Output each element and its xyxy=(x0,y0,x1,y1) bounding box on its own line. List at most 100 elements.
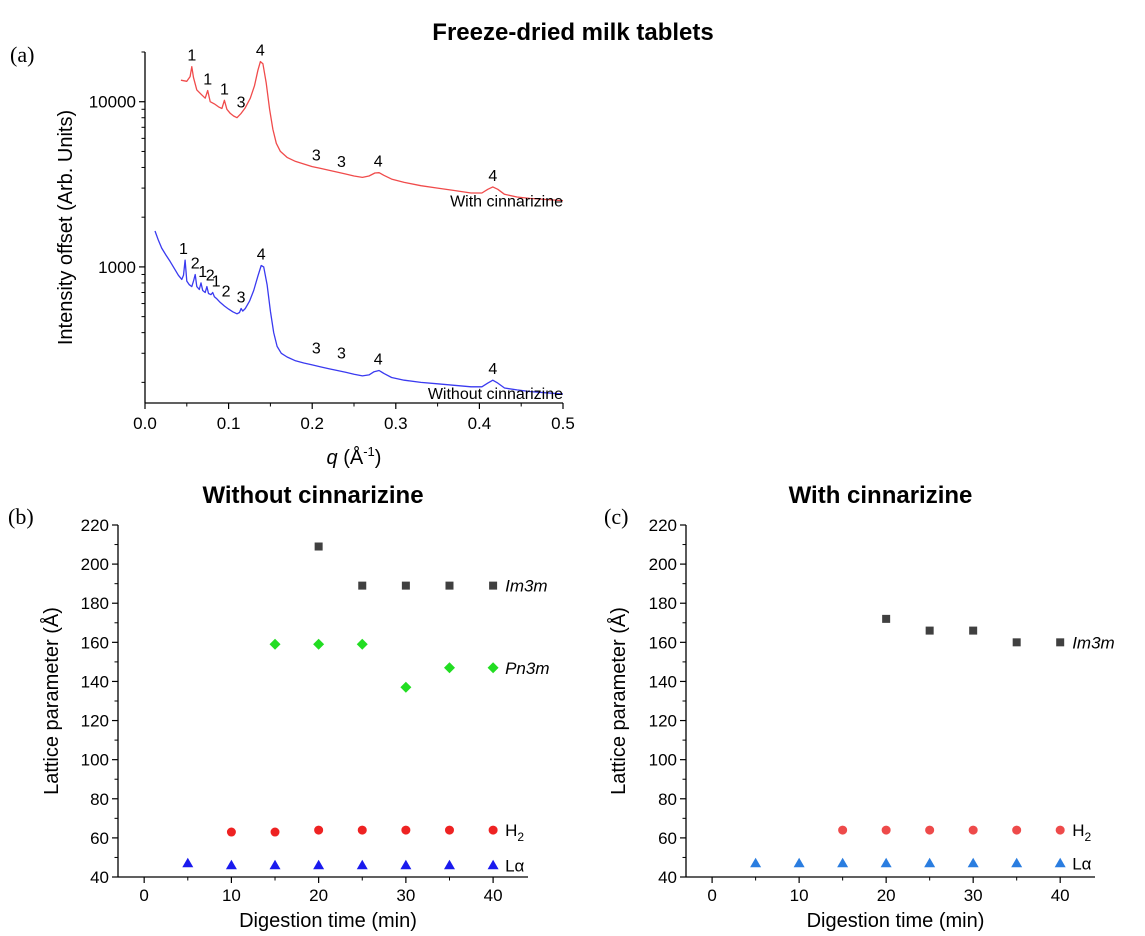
peak-label: 1 xyxy=(198,264,207,281)
series-label-name: Lα xyxy=(1072,854,1091,873)
panel-label: (a) xyxy=(10,42,34,67)
peak-label: 2 xyxy=(191,255,200,272)
panel-b: (b) Without cinnarizine 0 10 20 30 40 40 60 80 100… xyxy=(8,482,550,932)
series-label: H2 xyxy=(505,821,524,844)
data-point-circle xyxy=(401,825,411,835)
y-axis-label: Lattice parameter (Å) xyxy=(607,607,630,795)
peak-label: 3 xyxy=(337,154,346,171)
data-point-diamond xyxy=(443,662,455,674)
x-tick-label: 10 xyxy=(790,886,809,905)
data-point-triangle xyxy=(967,857,979,868)
x-tick-label: 0.4 xyxy=(468,414,492,433)
y-axis-label: Lattice parameter (Å) xyxy=(40,607,63,795)
data-point-circle xyxy=(314,825,324,835)
peak-label: 3 xyxy=(337,346,346,363)
data-point-square xyxy=(1012,638,1021,647)
peak-label: 3 xyxy=(312,341,321,358)
x-tick-label: 10 xyxy=(222,886,241,905)
x-tick-label: 0.5 xyxy=(551,414,575,433)
y-tick-label: 200 xyxy=(649,555,677,574)
x-tick-label: 0.0 xyxy=(133,414,157,433)
x-tick-label: 30 xyxy=(396,886,415,905)
series-label-name: Pn3m xyxy=(505,659,549,678)
x-tick-label: 30 xyxy=(964,886,983,905)
y-tick-label: 80 xyxy=(658,790,677,809)
series-label-name: H xyxy=(505,821,517,840)
series-label: Lα xyxy=(505,856,524,875)
data-point-circle xyxy=(270,827,280,837)
peak-label: 1 xyxy=(203,71,212,88)
data-point-triangle xyxy=(487,859,499,870)
peak-label: 2 xyxy=(206,268,215,285)
x-tick-label: 0.2 xyxy=(300,414,324,433)
data-point-diamond xyxy=(400,681,412,693)
data-point-diamond xyxy=(313,638,325,650)
data-point-square xyxy=(401,581,410,590)
data-point-triangle xyxy=(182,857,194,868)
x-tick-label: 0.3 xyxy=(384,414,408,433)
y-tick-label: 100 xyxy=(81,751,109,770)
data-point-square xyxy=(489,581,498,590)
peak-label: 3 xyxy=(312,148,321,165)
data-point-square xyxy=(445,581,454,590)
y-tick-label: 40 xyxy=(90,868,109,887)
x-tick-label: 20 xyxy=(309,886,328,905)
data-point-triangle xyxy=(1054,857,1066,868)
data-point-triangle xyxy=(1011,857,1023,868)
data-point-square xyxy=(358,581,367,590)
series-label-sub: 2 xyxy=(517,830,524,844)
data-point-diamond xyxy=(269,638,281,650)
x-axis-label: q (Å-1) xyxy=(327,444,382,469)
data-point-triangle xyxy=(880,857,892,868)
peak-label: 4 xyxy=(488,168,497,185)
peak-label: 4 xyxy=(374,351,383,368)
panel-title: With cinnarizine xyxy=(789,482,973,509)
panel-c: (c) With cinnarizine 0 10 20 30 40 40 60 80 100 120… xyxy=(604,482,1115,932)
data-point-triangle xyxy=(400,859,412,870)
x-tick-label: 0.1 xyxy=(217,414,241,433)
data-point-diamond xyxy=(487,662,499,674)
peak-label: 1 xyxy=(187,48,196,65)
x-tick-label: 0 xyxy=(707,886,716,905)
data-point-triangle xyxy=(356,859,368,870)
peak-label: 2 xyxy=(222,283,231,300)
panel-label: (c) xyxy=(604,504,628,529)
series-label: Im3m xyxy=(505,577,548,596)
data-point-circle xyxy=(444,825,454,835)
y-tick-label: 60 xyxy=(90,829,109,848)
data-point-square xyxy=(882,614,891,623)
series-label: Im3m xyxy=(1072,633,1115,652)
data-point-triangle xyxy=(924,857,936,868)
data-point-triangle xyxy=(837,857,849,868)
y-tick-label: 140 xyxy=(81,672,109,691)
data-point-circle xyxy=(925,825,935,835)
series-label-name: Lα xyxy=(505,856,524,875)
y-tick-label: 180 xyxy=(649,594,677,613)
data-point-square xyxy=(925,626,934,635)
data-point-diamond xyxy=(356,638,368,650)
y-tick-label: 1000 xyxy=(98,258,136,277)
y-tick-label: 220 xyxy=(81,516,109,535)
peak-label: 4 xyxy=(256,43,265,60)
data-point-circle xyxy=(1055,825,1065,835)
peak-label: 1 xyxy=(179,241,188,258)
y-tick-label: 60 xyxy=(658,829,677,848)
x-axis-label-symbol: q xyxy=(327,447,338,469)
series-label: Lα xyxy=(1072,854,1091,873)
data-point-triangle xyxy=(793,857,805,868)
data-point-circle xyxy=(357,825,367,835)
series-label-sub: 2 xyxy=(1084,830,1091,844)
data-point-circle xyxy=(838,825,848,835)
y-tick-label: 160 xyxy=(81,633,109,652)
peak-label: 1 xyxy=(220,81,229,98)
x-tick-label: 40 xyxy=(484,886,503,905)
curve-label: Without cinnarizine xyxy=(428,386,563,403)
figure-title: Freeze-dried milk tablets xyxy=(432,19,713,46)
curve-label: With cinnarizine xyxy=(450,193,563,210)
data-point-circle xyxy=(488,825,498,835)
y-tick-label: 220 xyxy=(649,516,677,535)
y-tick-label: 10000 xyxy=(89,93,136,112)
x-axis-label: Digestion time (min) xyxy=(807,910,985,932)
x-axis-label: Digestion time (min) xyxy=(239,910,417,932)
